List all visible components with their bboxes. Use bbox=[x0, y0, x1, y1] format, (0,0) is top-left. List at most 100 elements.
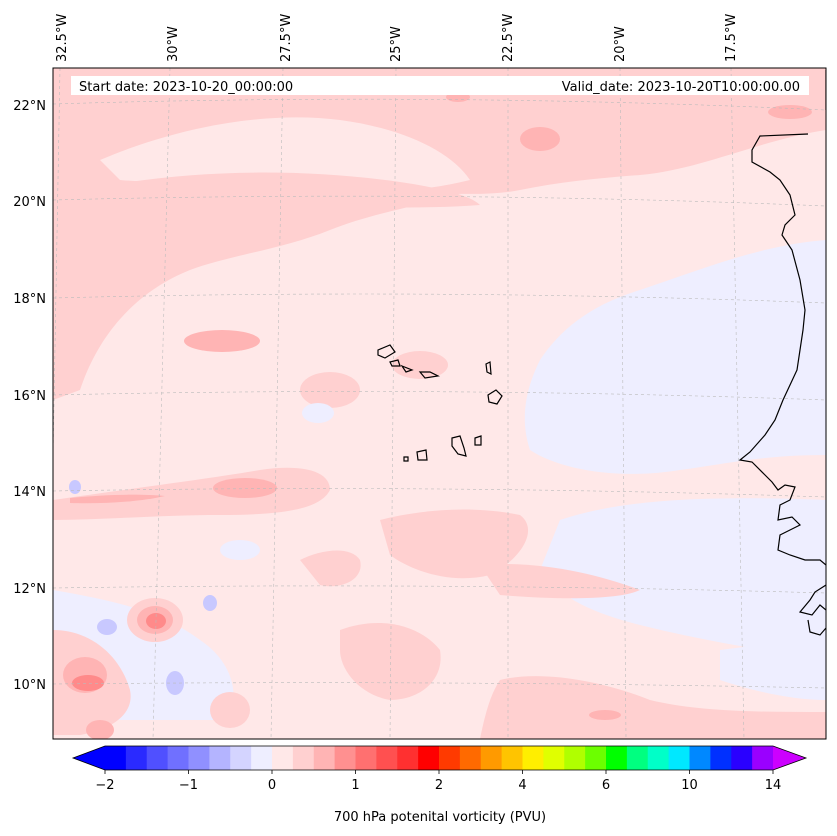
pv-blob-central-2 bbox=[392, 351, 448, 379]
colorbar-bin bbox=[105, 746, 127, 770]
colorbar-bin bbox=[188, 746, 210, 770]
pv-negative-sw-3 bbox=[97, 619, 117, 635]
island-small bbox=[418, 371, 440, 379]
island-brava bbox=[403, 456, 409, 462]
colorbar-bin bbox=[439, 746, 461, 770]
colorbar-bin bbox=[230, 746, 252, 770]
colorbar-bin bbox=[710, 746, 732, 770]
pv-negative-central-1 bbox=[220, 540, 260, 560]
pv-max-sw-2 bbox=[72, 675, 104, 691]
colorbar-bin bbox=[585, 746, 607, 770]
colorbar-bin bbox=[292, 746, 315, 770]
colorbar-bin bbox=[647, 746, 670, 770]
colorbar-bin bbox=[209, 746, 231, 770]
colorbar-bin bbox=[522, 746, 544, 770]
pv-contour-north-strip bbox=[110, 172, 480, 212]
colorbar-bin bbox=[251, 746, 273, 770]
latitude-labels: 22°N 20°N 18°N 16°N 14°N 12°N 10°N bbox=[13, 99, 46, 693]
colorbar-bin bbox=[606, 746, 628, 770]
colorbar-bin bbox=[752, 746, 774, 770]
colorbar-bin bbox=[689, 746, 711, 770]
island-sal bbox=[485, 361, 492, 376]
graticule bbox=[53, 68, 826, 739]
colorbar-tick-label: 1 bbox=[351, 778, 359, 793]
colorbar-bin bbox=[397, 746, 419, 770]
colorbar-bin bbox=[418, 746, 440, 770]
pv-streak-south-2 bbox=[70, 494, 165, 504]
colorbar-tick-label: 10 bbox=[681, 778, 698, 793]
pv-blob-bottom-3 bbox=[210, 692, 250, 728]
pv-negative-east bbox=[524, 240, 826, 474]
pv-max-sw-6 bbox=[86, 720, 114, 739]
pv-negative-central-2 bbox=[302, 403, 334, 423]
colorbar-label: 700 hPa potenital vorticity (PVU) bbox=[334, 810, 546, 825]
lat-label: 16°N bbox=[13, 389, 46, 404]
pv-max-coast-north bbox=[768, 105, 812, 119]
pv-max-west bbox=[184, 330, 260, 352]
island-maio bbox=[474, 435, 482, 446]
pv-field bbox=[53, 68, 826, 739]
lon-label: 17.5°W bbox=[724, 14, 739, 62]
lon-label: 27.5°W bbox=[279, 14, 294, 62]
lat-label: 18°N bbox=[13, 292, 46, 307]
pv-blob-central-1 bbox=[300, 372, 360, 408]
pv-contour-north-inner bbox=[100, 117, 470, 192]
colorbar-bin bbox=[376, 746, 398, 770]
lat-label: 22°N bbox=[13, 99, 46, 114]
pv-max-bottom bbox=[589, 710, 621, 720]
pv-negative-east-lower bbox=[540, 498, 826, 660]
pv-negative-sw-4 bbox=[203, 595, 217, 611]
colorbar-bin bbox=[501, 746, 524, 770]
colorbar-ticks: −2 −1 0 1 2 4 6 10 14 bbox=[95, 770, 781, 793]
lon-label: 32.5°W bbox=[55, 14, 70, 62]
colorbar-bin bbox=[564, 746, 586, 770]
island-santiago bbox=[451, 435, 467, 457]
lon-label: 30°W bbox=[166, 26, 181, 62]
colorbar-under-arrow bbox=[73, 746, 105, 770]
island-fogo bbox=[416, 449, 428, 461]
colorbar-tick-label: 2 bbox=[435, 778, 443, 793]
colorbar-bin bbox=[731, 746, 753, 770]
map-frame bbox=[52, 67, 827, 740]
pv-max-northeast bbox=[520, 127, 560, 151]
colorbar-tick-label: −1 bbox=[179, 778, 198, 793]
colorbar-bin bbox=[355, 746, 377, 770]
colorbar-bin bbox=[334, 746, 357, 770]
pv-bottom-band bbox=[340, 622, 441, 700]
lon-label: 22.5°W bbox=[501, 14, 516, 62]
colorbar-tick-label: 14 bbox=[765, 778, 782, 793]
colorbar: −2 −1 0 1 2 4 6 10 14 700 hPa potenital vorticit… bbox=[71, 745, 808, 825]
colorbar-bin bbox=[459, 746, 482, 770]
colorbar-over-arrow bbox=[773, 746, 806, 770]
africa-coast-south bbox=[798, 584, 826, 636]
colorbar-bin bbox=[626, 746, 649, 770]
date-label-box bbox=[71, 76, 809, 95]
pv-negative-sw-5 bbox=[69, 480, 81, 494]
colorbar-bin bbox=[272, 746, 294, 770]
colorbar-bin bbox=[146, 746, 169, 770]
africa-coastline bbox=[738, 70, 826, 566]
pv-max-south-1 bbox=[213, 478, 277, 498]
pv-negative-east-bottom bbox=[720, 641, 826, 700]
colorbar-tick-label: 6 bbox=[602, 778, 610, 793]
valid-date-label: Valid_date: 2023-10-20T10:00:00.00 bbox=[562, 80, 800, 95]
colorbar-bins bbox=[105, 746, 774, 770]
longitude-labels: 32.5°W 30°W 27.5°W 25°W 22.5°W 20°W 17.5… bbox=[55, 14, 739, 62]
colorbar-bin bbox=[167, 746, 190, 770]
lat-label: 12°N bbox=[13, 582, 46, 597]
lat-label: 10°N bbox=[13, 678, 46, 693]
island-boa-vista bbox=[487, 389, 503, 405]
colorbar-tick-label: −2 bbox=[95, 778, 114, 793]
colorbar-tick-label: 4 bbox=[518, 778, 526, 793]
pv-streak-south-3 bbox=[380, 509, 529, 579]
pv-contour-north-core bbox=[53, 154, 470, 400]
lat-label: 14°N bbox=[13, 485, 46, 500]
colorbar-bin bbox=[668, 746, 691, 770]
island-santo-antao bbox=[377, 344, 396, 359]
lon-label: 25°W bbox=[389, 26, 404, 62]
lon-label: 20°W bbox=[613, 26, 628, 62]
colorbar-bin bbox=[125, 746, 148, 770]
colorbar-bin bbox=[543, 746, 565, 770]
colorbar-tick-label: 0 bbox=[268, 778, 276, 793]
